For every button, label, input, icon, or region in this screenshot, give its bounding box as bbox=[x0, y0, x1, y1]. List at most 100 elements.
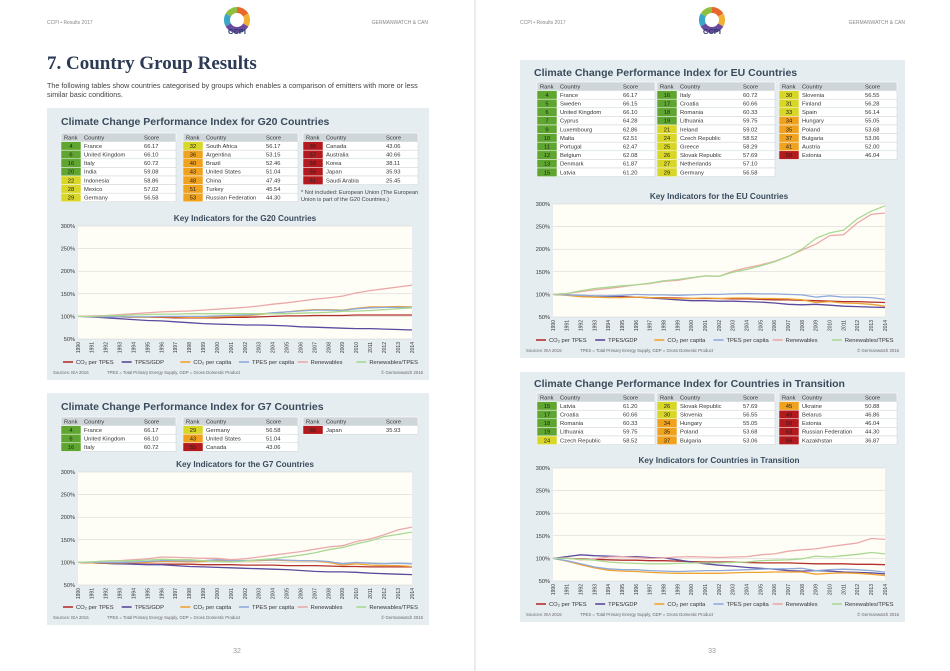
x-tick-label: 2014 bbox=[410, 342, 416, 353]
y-tick-label: 100% bbox=[536, 556, 550, 562]
country: Estonia bbox=[802, 153, 822, 159]
country: Slovak Republic bbox=[680, 404, 722, 410]
rank: 27 bbox=[664, 162, 670, 168]
score: 57.10 bbox=[743, 162, 758, 168]
score: 56.17 bbox=[266, 144, 281, 150]
score: 53.15 bbox=[266, 153, 281, 159]
x-tick-label: 2012 bbox=[382, 588, 388, 599]
score: 35.93 bbox=[386, 170, 401, 176]
x-tick-label: 2006 bbox=[298, 342, 304, 353]
country: Saudi Arabia bbox=[326, 178, 360, 184]
copyright: © Germanwatch 2016 bbox=[381, 370, 423, 375]
rank-cell bbox=[656, 167, 678, 177]
country: Portugal bbox=[560, 145, 582, 151]
y-tick-label: 200% bbox=[61, 269, 75, 275]
table-header-cell: Country bbox=[326, 135, 346, 141]
score: 66.10 bbox=[623, 110, 638, 116]
rank: 16 bbox=[68, 445, 74, 451]
x-tick-label: 2007 bbox=[312, 342, 318, 353]
country: Hungary bbox=[680, 421, 702, 427]
x-tick-label: 2012 bbox=[382, 342, 388, 353]
abbreviations: TPES = Total Primary Energy Supply, GDP … bbox=[580, 348, 714, 353]
country: France bbox=[84, 144, 102, 150]
table-header-cell: Rank bbox=[782, 395, 796, 401]
table-header-cell: Rank bbox=[540, 395, 554, 401]
x-tick-label: 1995 bbox=[620, 584, 626, 595]
table-header-cell: Rank bbox=[782, 84, 796, 90]
score: 53.06 bbox=[865, 136, 880, 142]
score: 43.06 bbox=[266, 445, 281, 451]
country: Belarus bbox=[802, 413, 822, 419]
score: 38.11 bbox=[386, 161, 400, 167]
x-tick-label: 2012 bbox=[855, 320, 861, 331]
country: Greece bbox=[680, 145, 699, 151]
x-tick-label: 1997 bbox=[648, 584, 654, 595]
rank: 48 bbox=[190, 178, 196, 184]
score: 61.20 bbox=[623, 404, 638, 410]
series-line bbox=[552, 293, 886, 307]
legend-label: Renewables/TPES bbox=[369, 605, 418, 611]
copyright: © Germanwatch 2016 bbox=[381, 615, 423, 620]
country: China bbox=[206, 178, 222, 184]
y-tick-label: 200% bbox=[61, 515, 75, 521]
score: 56.58 bbox=[266, 428, 281, 434]
rank: 29 bbox=[664, 170, 670, 176]
legend-label: TPES/GDP bbox=[608, 602, 637, 608]
score: 36.87 bbox=[865, 438, 880, 444]
series-line bbox=[77, 561, 413, 576]
rank-cell bbox=[60, 192, 82, 203]
country: Turkey bbox=[206, 187, 224, 193]
country: Netherlands bbox=[680, 162, 711, 168]
x-tick-label: 1994 bbox=[131, 342, 137, 353]
country: India bbox=[84, 170, 97, 176]
logo-mark bbox=[698, 6, 726, 34]
rank: 19 bbox=[544, 430, 550, 436]
score: 66.15 bbox=[623, 102, 638, 108]
chart-title: Key Indicators for Countries in Transiti… bbox=[638, 456, 799, 465]
table-note: * Not included: European Union (The Euro… bbox=[301, 190, 419, 203]
rank: 13 bbox=[544, 162, 550, 168]
x-tick-label: 1993 bbox=[118, 588, 124, 599]
country: Mexico bbox=[84, 187, 102, 193]
rank-cell bbox=[536, 435, 558, 445]
score: 62.86 bbox=[623, 127, 638, 133]
country: Russian Federation bbox=[206, 196, 256, 202]
score: 62.08 bbox=[623, 153, 638, 159]
rank: 11 bbox=[544, 145, 550, 151]
score: 45.54 bbox=[266, 187, 281, 193]
legend-label: TPES per capita bbox=[252, 605, 295, 611]
score: 43.06 bbox=[386, 144, 401, 150]
x-tick-label: 1998 bbox=[661, 584, 667, 595]
rank: 59 bbox=[786, 438, 792, 444]
chart-title: Key Indicators for the EU Countries bbox=[650, 192, 789, 201]
score: 61.20 bbox=[623, 170, 638, 176]
country: Bulgaria bbox=[680, 438, 702, 444]
rank: 30 bbox=[664, 413, 670, 419]
x-tick-label: 2011 bbox=[841, 320, 847, 331]
y-tick-label: 150% bbox=[61, 292, 75, 298]
x-tick-label: 2005 bbox=[285, 342, 291, 353]
country: South Africa bbox=[206, 144, 238, 150]
page-number: 33 bbox=[708, 648, 716, 655]
x-tick-label: 2009 bbox=[814, 584, 820, 595]
score: 55.05 bbox=[743, 421, 758, 427]
section-title: Climate Change Performance Index for Cou… bbox=[534, 378, 845, 390]
country: Spain bbox=[802, 110, 817, 116]
x-tick-label: 1992 bbox=[104, 588, 110, 599]
x-tick-label: 2011 bbox=[841, 584, 847, 595]
x-tick-label: 1999 bbox=[201, 342, 207, 353]
abbreviations: TPES = Total Primary Energy Supply, GDP … bbox=[580, 612, 714, 617]
legend-label: CO₂ per TPES bbox=[549, 602, 587, 608]
y-tick-label: 150% bbox=[61, 538, 75, 544]
x-tick-label: 2014 bbox=[883, 584, 889, 595]
x-tick-label: 2011 bbox=[368, 342, 374, 353]
score: 53.06 bbox=[743, 438, 758, 444]
score: 47.49 bbox=[266, 178, 281, 184]
y-tick-label: 100% bbox=[61, 560, 75, 566]
table-header-cell: Rank bbox=[186, 135, 200, 141]
score: 52.00 bbox=[865, 145, 880, 151]
rank: 15 bbox=[544, 170, 550, 176]
score: 25.45 bbox=[386, 178, 401, 184]
table-header-cell: Score bbox=[623, 395, 638, 401]
rank: 53 bbox=[190, 196, 196, 202]
